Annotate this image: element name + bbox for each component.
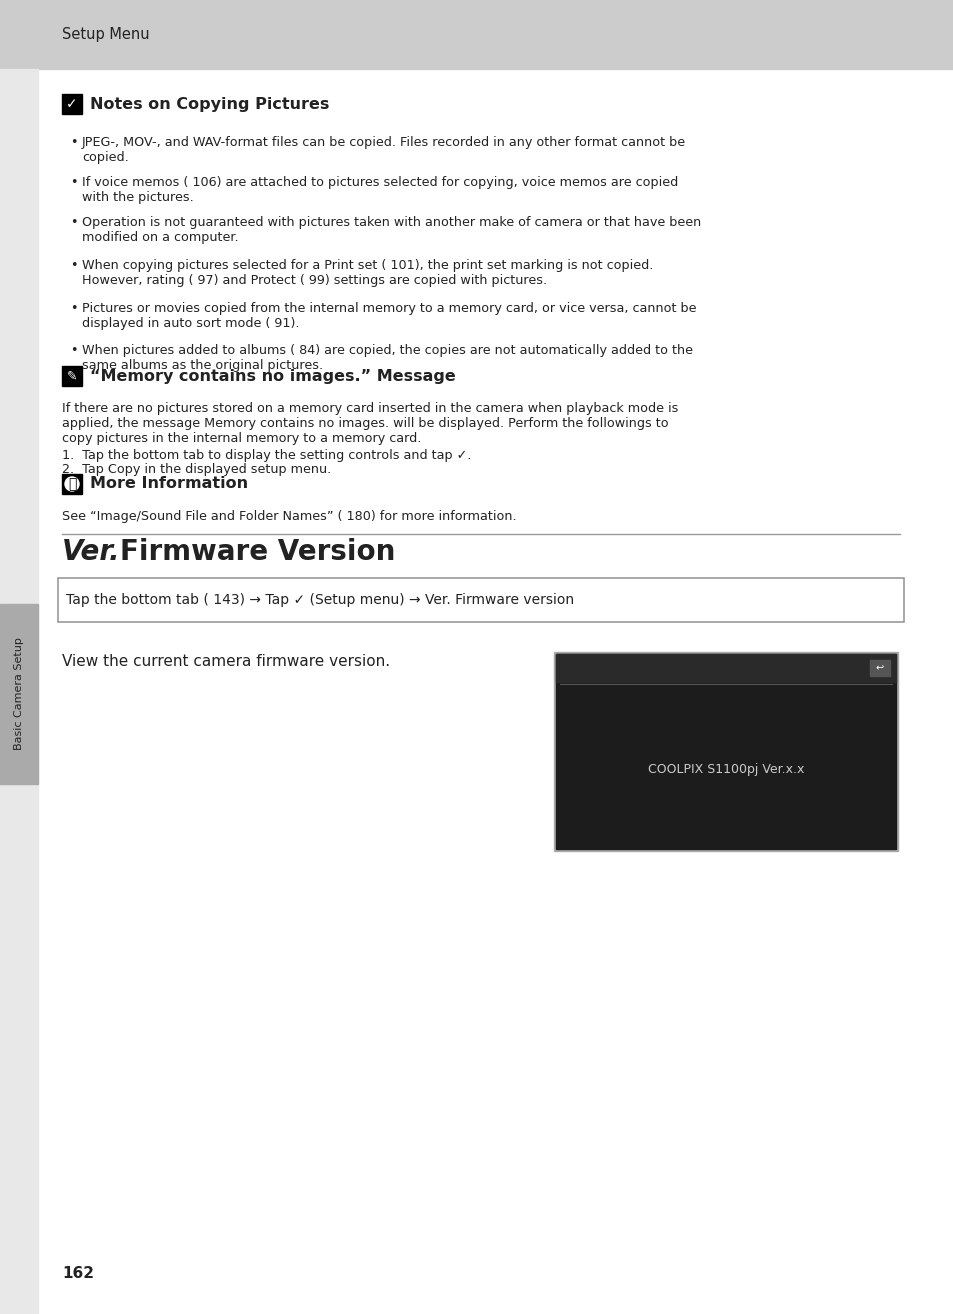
Bar — [556, 654, 895, 849]
Text: “Memory contains no images.” Message: “Memory contains no images.” Message — [90, 368, 456, 384]
Text: See “Image/Sound File and Folder Names” ( 180) for more information.: See “Image/Sound File and Folder Names” … — [62, 510, 517, 523]
Text: ⌕: ⌕ — [68, 477, 76, 491]
Text: Pictures or movies copied from the internal memory to a memory card, or vice ver: Pictures or movies copied from the inter… — [82, 302, 696, 330]
Bar — [556, 654, 895, 682]
Text: 162: 162 — [62, 1267, 94, 1281]
Bar — [0, 0, 953, 70]
Circle shape — [65, 477, 79, 491]
Text: JPEG-, MOV-, and WAV-format files can be copied. Files recorded in any other for: JPEG-, MOV-, and WAV-format files can be… — [82, 137, 685, 164]
FancyBboxPatch shape — [58, 578, 903, 622]
Bar — [0, 70, 38, 1314]
Text: Basic Camera Setup: Basic Camera Setup — [14, 637, 24, 750]
Text: •: • — [70, 302, 77, 315]
Text: Operation is not guaranteed with pictures taken with another make of camera or t: Operation is not guaranteed with picture… — [82, 215, 700, 244]
Text: If voice memos ( 106) are attached to pictures selected for copying, voice memos: If voice memos ( 106) are attached to pi… — [82, 176, 678, 204]
Text: Tap the bottom tab ( 143) → Tap ✓ (Setup menu) → Ver. Firmware version: Tap the bottom tab ( 143) → Tap ✓ (Setup… — [66, 593, 574, 607]
Bar — [62, 95, 82, 114]
Circle shape — [63, 474, 81, 493]
Text: Notes on Copying Pictures: Notes on Copying Pictures — [90, 96, 329, 112]
Text: More Information: More Information — [90, 477, 248, 491]
Text: Firmware Version: Firmware Version — [120, 537, 395, 566]
Text: View the current camera firmware version.: View the current camera firmware version… — [62, 654, 390, 669]
Text: •: • — [70, 176, 77, 189]
Bar — [869, 660, 889, 675]
Text: Setup Menu: Setup Menu — [62, 28, 150, 42]
Text: 2.  Tap Copy in the displayed setup menu.: 2. Tap Copy in the displayed setup menu. — [62, 463, 331, 476]
Bar — [0, 604, 38, 784]
Text: COOLPIX S1100pj Ver.x.x: COOLPIX S1100pj Ver.x.x — [647, 762, 803, 775]
Text: Ver.: Ver. — [62, 537, 120, 566]
Text: ↩: ↩ — [875, 664, 883, 673]
Text: If there are no pictures stored on a memory card inserted in the camera when pla: If there are no pictures stored on a mem… — [62, 402, 678, 445]
Text: When pictures added to albums ( 84) are copied, the copies are not automatically: When pictures added to albums ( 84) are … — [82, 344, 692, 372]
Text: •: • — [70, 259, 77, 272]
Text: 1.  Tap the bottom tab to display the setting controls and tap ✓.: 1. Tap the bottom tab to display the set… — [62, 449, 471, 463]
Bar — [62, 474, 82, 494]
Bar — [62, 367, 82, 386]
Text: •: • — [70, 344, 77, 357]
Text: •: • — [70, 137, 77, 148]
Text: •: • — [70, 215, 77, 229]
Text: ✎: ✎ — [67, 369, 77, 382]
Text: When copying pictures selected for a Print set ( 101), the print set marking is : When copying pictures selected for a Pri… — [82, 259, 653, 286]
Bar — [554, 652, 897, 851]
Text: ✓: ✓ — [66, 97, 78, 110]
